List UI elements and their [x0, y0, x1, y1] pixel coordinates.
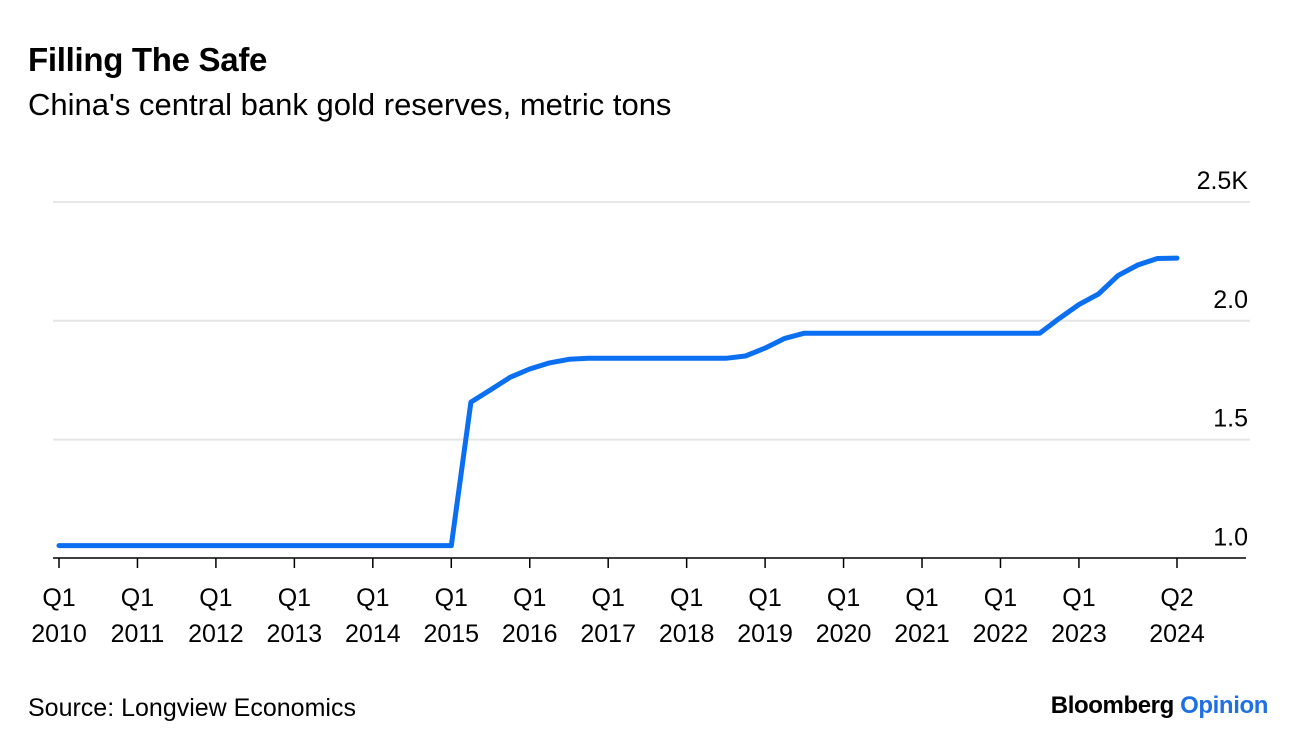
- y-tick-label: 2.0: [1213, 286, 1248, 314]
- y-tick-label: 1.5: [1213, 405, 1248, 433]
- x-tick-label-year: 2013: [267, 620, 323, 648]
- x-tick-label-quarter: Q1: [513, 584, 546, 612]
- x-tick-label-year: 2011: [111, 620, 165, 648]
- x-tick-label-quarter: Q1: [199, 584, 232, 612]
- brand-logo: Bloomberg Opinion: [1050, 690, 1269, 722]
- x-tick-label-year: 2021: [894, 620, 950, 648]
- x-tick-label-year: 2018: [659, 620, 715, 648]
- x-tick-label-quarter: Q1: [592, 584, 625, 612]
- x-tick-label-quarter: Q1: [435, 584, 468, 612]
- x-tick-label-quarter: Q1: [356, 584, 389, 612]
- chart-title: Filling The Safe: [28, 41, 268, 78]
- x-tick-label-year: 2019: [737, 620, 793, 648]
- series-line-gold-reserves: [56, 255, 1180, 549]
- x-tick-label-year: 2016: [502, 620, 558, 648]
- x-tick-label-quarter: Q1: [905, 584, 938, 612]
- x-tick-label-quarter: Q1: [1062, 584, 1095, 612]
- x-tick-label-year: 2022: [973, 620, 1029, 648]
- chart-subtitle: China's central bank gold reserves, metr…: [28, 87, 672, 122]
- brand-section: Opinion: [1180, 692, 1268, 719]
- x-tick-label-quarter: Q1: [748, 584, 781, 612]
- x-tick-label-year: 2024: [1149, 620, 1205, 648]
- x-tick-label-year: 2014: [345, 620, 401, 648]
- x-tick-label-quarter: Q1: [984, 584, 1017, 612]
- line-chart: 1.0 1.5 2.0 2.5K Q1 2010 Q1 2011 Q1 2012 Q1 2013 Q1…: [31, 167, 1250, 648]
- x-tick-label-year: 2020: [816, 620, 872, 648]
- x-tick-label-year: 2010: [31, 620, 87, 648]
- brand-name: Bloomberg: [1050, 692, 1174, 719]
- x-tick-label-year: 2015: [423, 620, 479, 648]
- x-tick-label-year: 2017: [580, 620, 636, 648]
- x-tick-label-quarter: Q1: [670, 584, 703, 612]
- x-tick-label-year: 2023: [1051, 620, 1107, 648]
- x-tick-label-quarter: Q1: [827, 584, 860, 612]
- x-tick-label-quarter: Q1: [42, 584, 75, 612]
- x-tick-label-quarter: Q1: [121, 584, 154, 612]
- source-note: Source: Longview Economics: [28, 694, 356, 722]
- x-tick-label-quarter: Q1: [278, 584, 311, 612]
- x-tick-label-quarter: Q2: [1160, 584, 1193, 612]
- y-tick-label: 1.0: [1213, 523, 1248, 551]
- x-tick-label-year: 2012: [188, 620, 244, 648]
- y-tick-label: 2.5K: [1197, 167, 1249, 195]
